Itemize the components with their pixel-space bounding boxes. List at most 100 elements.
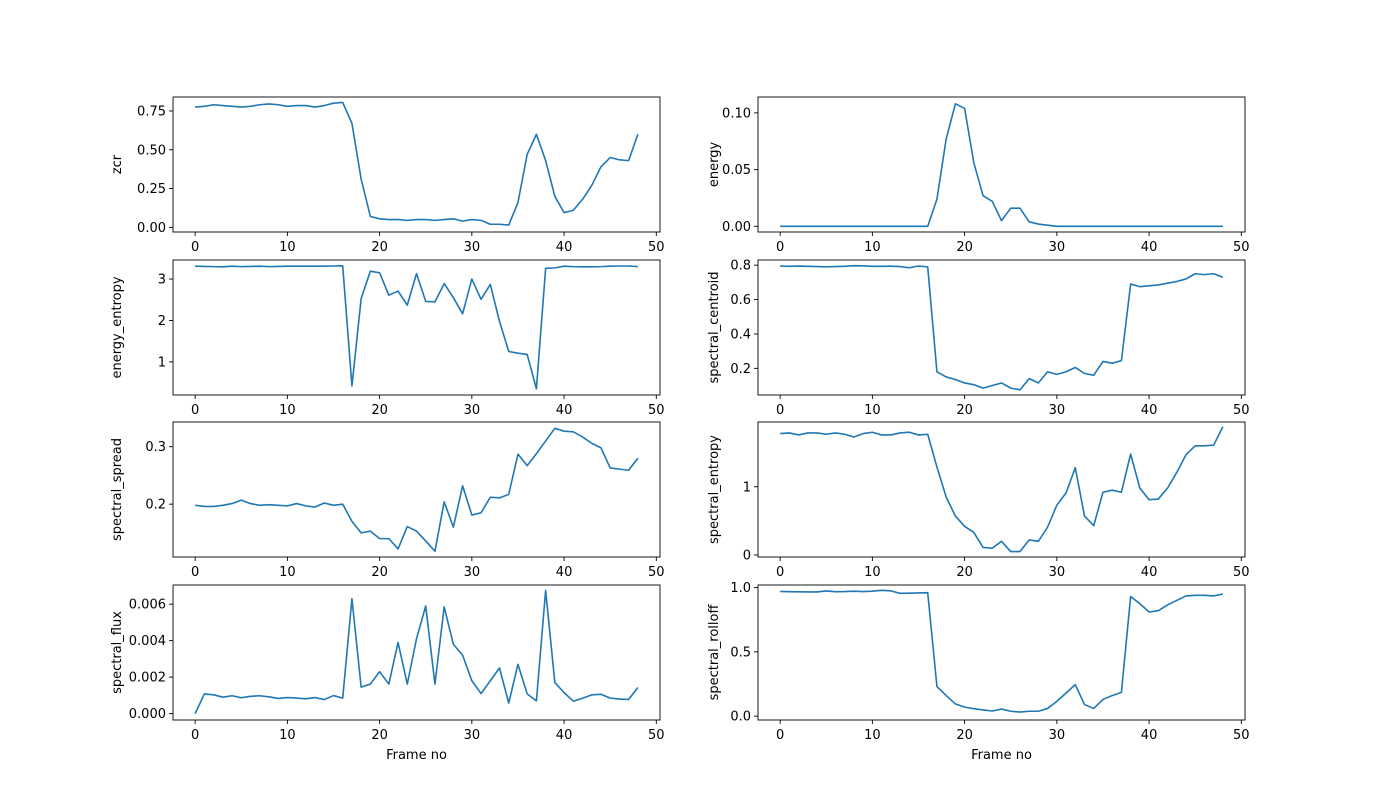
spectral-flux-xtick-label: 10	[279, 728, 296, 743]
energy-xtick-label: 0	[776, 240, 784, 255]
spectral-centroid-ytick-label: 0.2	[730, 362, 751, 377]
spectral-centroid-series-line	[780, 264, 1224, 391]
zcr-ytick-label: 0.25	[137, 182, 166, 197]
zcr-xtick-label: 0	[191, 240, 199, 255]
spectral-flux-chart: 0 10 20 30 40 50 0.000 0.002 0.004 0.006 spectral_…	[110, 584, 665, 763]
spectral-rolloff-axes-frame	[757, 584, 1246, 721]
spectral-flux-ytick-label: 0.006	[129, 598, 166, 613]
spectral-entropy-ytick-label: 1	[743, 480, 751, 495]
spectral-spread-xtick-label: 30	[464, 565, 481, 580]
spectral-centroid-ylabel: spectral_centroid	[707, 271, 722, 383]
spectral-entropy-xtick-label: 30	[1049, 565, 1066, 580]
spectral-spread-xtick-label: 50	[648, 565, 665, 580]
zcr-ylabel: zcr	[110, 154, 125, 174]
energy-xtick-label: 10	[864, 240, 881, 255]
spectral-spread-ylabel: spectral_spread	[110, 438, 125, 541]
zcr-xtick-label: 20	[371, 240, 388, 255]
spectral-flux-xtick-label: 30	[464, 728, 481, 743]
spectral-centroid-ytick-label: 0.6	[730, 293, 751, 308]
spectral-entropy-xtick-label: 0	[776, 565, 784, 580]
energy-entropy-ylabel: energy_entropy	[110, 276, 125, 378]
energy-entropy-series-line	[195, 264, 638, 390]
spectral-rolloff-ytick-label: 0.0	[730, 710, 751, 725]
zcr-xtick-label: 40	[556, 240, 573, 255]
energy-entropy-xtick-label: 20	[371, 403, 388, 418]
energy-ytick-label: 0.10	[722, 106, 751, 121]
spectral-spread-chart: 0 10 20 30 40 50 0.2 0.3 spectral_spread	[110, 421, 665, 580]
energy-xtick-label: 20	[956, 240, 973, 255]
spectral-flux-xtick-label: 50	[648, 728, 665, 743]
spectral-spread-xtick-label: 40	[556, 565, 573, 580]
energy-entropy-ytick-label: 3	[158, 273, 166, 288]
energy-xtick-label: 50	[1233, 240, 1250, 255]
spectral-rolloff-xtick-label: 50	[1233, 728, 1250, 743]
spectral-entropy-series-line	[780, 426, 1224, 553]
spectral-rolloff-xtick-label: 40	[1141, 728, 1158, 743]
spectral-flux-xtick-label: 0	[191, 728, 199, 743]
zcr-axes-frame	[172, 96, 661, 233]
spectral-centroid-xtick-label: 30	[1049, 403, 1066, 418]
zcr-xtick-label: 50	[648, 240, 665, 255]
spectral-spread-xtick-label: 20	[371, 565, 388, 580]
spectral-rolloff-xtick-label: 0	[776, 728, 784, 743]
spectral-centroid-chart: 0 10 20 30 40 50 0.2 0.4 0.6 0.8 spectral_centroid	[707, 259, 1250, 418]
spectral-flux-series-line	[194, 589, 639, 714]
spectral-centroid-xtick-label: 10	[864, 403, 881, 418]
spectral-spread-series-line	[195, 427, 639, 553]
spectral-entropy-xtick-label: 50	[1233, 565, 1250, 580]
spectral-rolloff-xtick-label: 30	[1049, 728, 1066, 743]
spectral-centroid-ytick-label: 0.8	[730, 259, 751, 274]
energy-entropy-xtick-label: 40	[556, 403, 573, 418]
energy-ylabel: energy	[707, 142, 722, 188]
spectral-flux-axes-frame	[172, 584, 661, 721]
spectral-rolloff-xtick-label: 20	[956, 728, 973, 743]
energy-entropy-xtick-label: 30	[464, 403, 481, 418]
spectral-entropy-chart: 0 10 20 30 40 50 0 1 spectral_entropy	[707, 421, 1250, 580]
spectral-centroid-xtick-label: 0	[776, 403, 784, 418]
spectral-centroid-axes-frame	[757, 259, 1246, 396]
spectral-centroid-xtick-label: 50	[1233, 403, 1250, 418]
spectral-rolloff-chart: 0 10 20 30 40 50 0.0 0.5 1.0 spectral_rolloff Fram…	[707, 581, 1250, 763]
spectral-entropy-xtick-label: 40	[1141, 565, 1158, 580]
spectral-rolloff-series-line	[780, 589, 1224, 713]
spectral-flux-ylabel: spectral_flux	[110, 611, 125, 694]
zcr-ytick-label: 0.50	[137, 143, 166, 158]
energy-entropy-xtick-label: 50	[648, 403, 665, 418]
spectral-spread-xtick-label: 0	[191, 565, 199, 580]
spectral-entropy-xtick-label: 10	[864, 565, 881, 580]
spectral-entropy-ylabel: spectral_entropy	[707, 435, 722, 544]
energy-xtick-label: 30	[1049, 240, 1066, 255]
spectral-spread-ytick-label: 0.3	[145, 440, 166, 455]
spectral-spread-ytick-label: 0.2	[145, 498, 166, 513]
spectral-rolloff-ylabel: spectral_rolloff	[707, 604, 722, 701]
spectral-entropy-ytick-label: 0	[743, 548, 751, 563]
energy-entropy-ytick-label: 1	[158, 355, 166, 370]
spectral-flux-ytick-label: 0.004	[129, 634, 166, 649]
spectral-centroid-xtick-label: 20	[956, 403, 973, 418]
spectral-flux-ytick-label: 0.002	[129, 671, 166, 686]
spectral-centroid-ytick-label: 0.4	[730, 327, 751, 342]
energy-ytick-label: 0.05	[722, 163, 751, 178]
energy-entropy-chart: 0 10 20 30 40 50 1 2 3 energy_entropy	[110, 259, 665, 418]
spectral-flux-xtick-label: 40	[556, 728, 573, 743]
spectral-rolloff-ytick-label: 0.5	[730, 645, 751, 660]
spectral-flux-xtick-label: 20	[371, 728, 388, 743]
energy-entropy-xtick-label: 10	[279, 403, 296, 418]
energy-series-line	[780, 103, 1223, 228]
spectral-rolloff-ytick-label: 1.0	[730, 581, 751, 596]
energy-axes-frame	[757, 96, 1246, 233]
spectral-flux-ytick-label: 0.000	[129, 707, 166, 722]
zcr-ytick-label: 0.00	[137, 221, 166, 236]
energy-ytick-label: 0.00	[722, 220, 751, 235]
zcr-chart: 0 10 20 30 40 50 0.00 0.25 0.50 0.75 zcr	[110, 96, 665, 255]
energy-entropy-axes-frame	[172, 259, 661, 396]
spectral-spread-xtick-label: 10	[279, 565, 296, 580]
spectral-spread-axes-frame	[172, 421, 661, 558]
zcr-series-line	[195, 101, 639, 226]
spectral-centroid-xtick-label: 40	[1141, 403, 1158, 418]
spectral-rolloff-xlabel: Frame no	[971, 748, 1032, 763]
energy-xtick-label: 40	[1141, 240, 1158, 255]
spectral-entropy-axes-frame	[757, 421, 1246, 558]
spectral-entropy-xtick-label: 20	[956, 565, 973, 580]
energy-chart: 0 10 20 30 40 50 0.00 0.05 0.10 energy	[707, 96, 1250, 255]
